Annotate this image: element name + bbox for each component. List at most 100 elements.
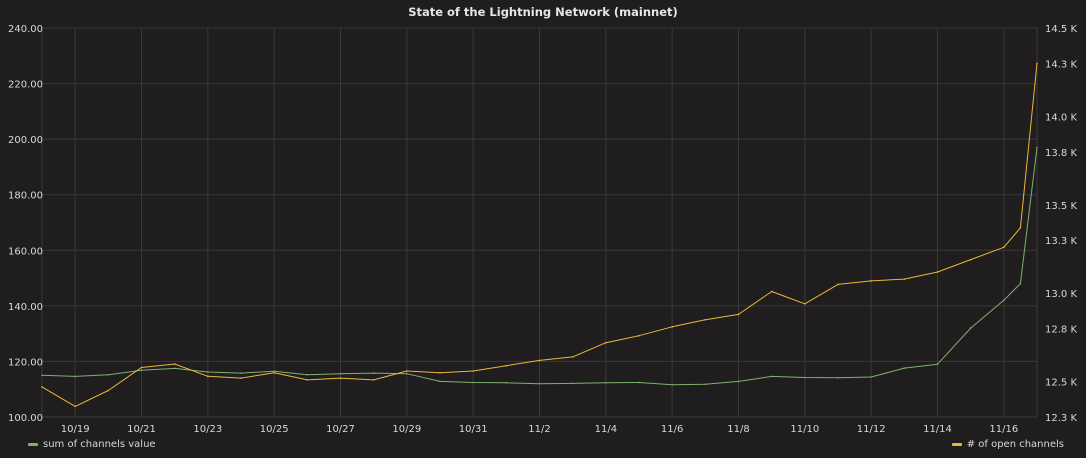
x-tick-label: 11/6 — [661, 424, 683, 435]
y-right-tick-label: 12.5 K — [1045, 378, 1077, 389]
data-point — [770, 290, 773, 293]
data-point — [605, 382, 607, 384]
x-tick-label: 11/8 — [727, 424, 749, 435]
data-point — [339, 377, 342, 379]
data-point — [804, 376, 806, 379]
data-point — [605, 341, 607, 344]
legend-swatch-green — [28, 443, 38, 446]
data-point — [273, 371, 275, 374]
data-point — [571, 382, 574, 385]
data-point — [671, 383, 673, 386]
data-point — [140, 369, 143, 372]
data-point — [273, 370, 275, 372]
y-right-tick-label: 14.5 K — [1045, 24, 1077, 35]
y-right-tick-label: 12.3 K — [1045, 413, 1077, 424]
y-right-tick-label: 13.8 K — [1045, 148, 1077, 159]
data-point — [903, 367, 906, 369]
y-left-tick-label: 140.00 — [8, 302, 43, 313]
data-point — [638, 381, 640, 384]
data-point — [737, 380, 740, 383]
data-point — [1019, 282, 1022, 285]
y-left-tick-label: 180.00 — [8, 191, 43, 202]
y-right-tick-label: 13.5 K — [1045, 201, 1077, 212]
data-point — [372, 372, 375, 374]
data-point — [1019, 227, 1022, 229]
data-point — [1003, 246, 1005, 249]
legend-label: # of open channels — [966, 439, 1064, 450]
data-point — [1003, 299, 1005, 302]
data-point — [372, 379, 375, 381]
data-point — [339, 372, 342, 375]
y-right-tick-label: 13.0 K — [1045, 289, 1077, 300]
data-point — [936, 271, 939, 273]
data-point — [804, 303, 806, 305]
series-group[interactable] — [41, 62, 1038, 408]
data-point — [870, 280, 872, 282]
data-point — [505, 364, 508, 367]
legend-label: sum of channels value — [43, 439, 156, 450]
data-point — [140, 366, 143, 369]
data-point — [207, 375, 209, 378]
x-tick-label: 10/21 — [127, 424, 156, 435]
y-right-tick-label: 12.8 K — [1045, 325, 1077, 336]
data-point — [704, 318, 707, 321]
data-point — [439, 371, 441, 374]
data-point — [505, 382, 508, 384]
data-point — [173, 367, 176, 370]
data-point — [571, 356, 574, 358]
data-point — [74, 375, 76, 378]
data-point — [306, 379, 309, 381]
data-point — [472, 370, 474, 372]
x-tick-label: 11/14 — [923, 424, 952, 435]
data-point — [969, 258, 972, 261]
y-right-tick-label: 13.3 K — [1045, 236, 1077, 247]
data-point — [207, 371, 209, 373]
data-point — [903, 278, 906, 280]
x-tick-label: 10/27 — [326, 424, 355, 435]
x-axis: 10/19 10/21 10/23 10/25 10/27 10/29 10/31 11/2 1… — [61, 424, 1018, 435]
data-point — [472, 381, 474, 384]
data-point — [837, 377, 839, 379]
x-tick-label: 11/12 — [857, 424, 886, 435]
x-tick-label: 10/29 — [392, 424, 421, 435]
data-point — [1036, 146, 1038, 149]
legend-item-sum-of-channels-value[interactable]: sum of channels value — [28, 439, 156, 450]
legend-swatch-yellow — [951, 443, 962, 446]
data-point — [406, 370, 408, 372]
y-left-tick-label: 200.00 — [8, 135, 43, 146]
data-point — [107, 389, 110, 392]
grid-lines — [41, 27, 1038, 418]
panel-title[interactable]: State of the Lightning Network (mainnet) — [408, 5, 678, 19]
data-point — [870, 376, 872, 378]
x-tick-label: 11/2 — [528, 424, 550, 435]
data-point — [1036, 62, 1038, 65]
data-point — [173, 363, 176, 365]
x-tick-label: 11/4 — [595, 424, 617, 435]
data-point — [671, 326, 673, 328]
x-tick-label: 10/19 — [61, 424, 90, 435]
data-point — [240, 372, 242, 374]
series-line-sum-of-channels-value[interactable] — [41, 147, 1038, 386]
x-tick-label: 10/31 — [459, 424, 488, 435]
data-point — [406, 372, 408, 375]
data-point — [41, 374, 43, 377]
data-point — [240, 377, 242, 379]
data-point — [638, 334, 640, 337]
series-line-open-channels[interactable] — [41, 63, 1038, 407]
legend-item-open-channels[interactable]: # of open channels — [951, 439, 1064, 450]
data-point — [969, 327, 972, 329]
y-right-tick-label: 14.3 K — [1045, 59, 1077, 70]
data-point — [439, 380, 441, 383]
data-point — [936, 363, 939, 366]
y-right-axis: 12.3 K 12.5 K 12.8 K 13.0 K 13.3 K 13.5 K 13.8… — [1045, 24, 1077, 424]
y-left-tick-label: 240.00 — [8, 24, 43, 35]
data-point — [74, 405, 76, 408]
data-point — [538, 359, 541, 362]
x-tick-label: 11/10 — [790, 424, 819, 435]
data-point — [41, 386, 43, 388]
y-left-tick-label: 100.00 — [8, 413, 43, 424]
data-point — [107, 373, 110, 376]
data-point — [837, 283, 839, 286]
x-tick-label: 11/16 — [989, 424, 1018, 435]
